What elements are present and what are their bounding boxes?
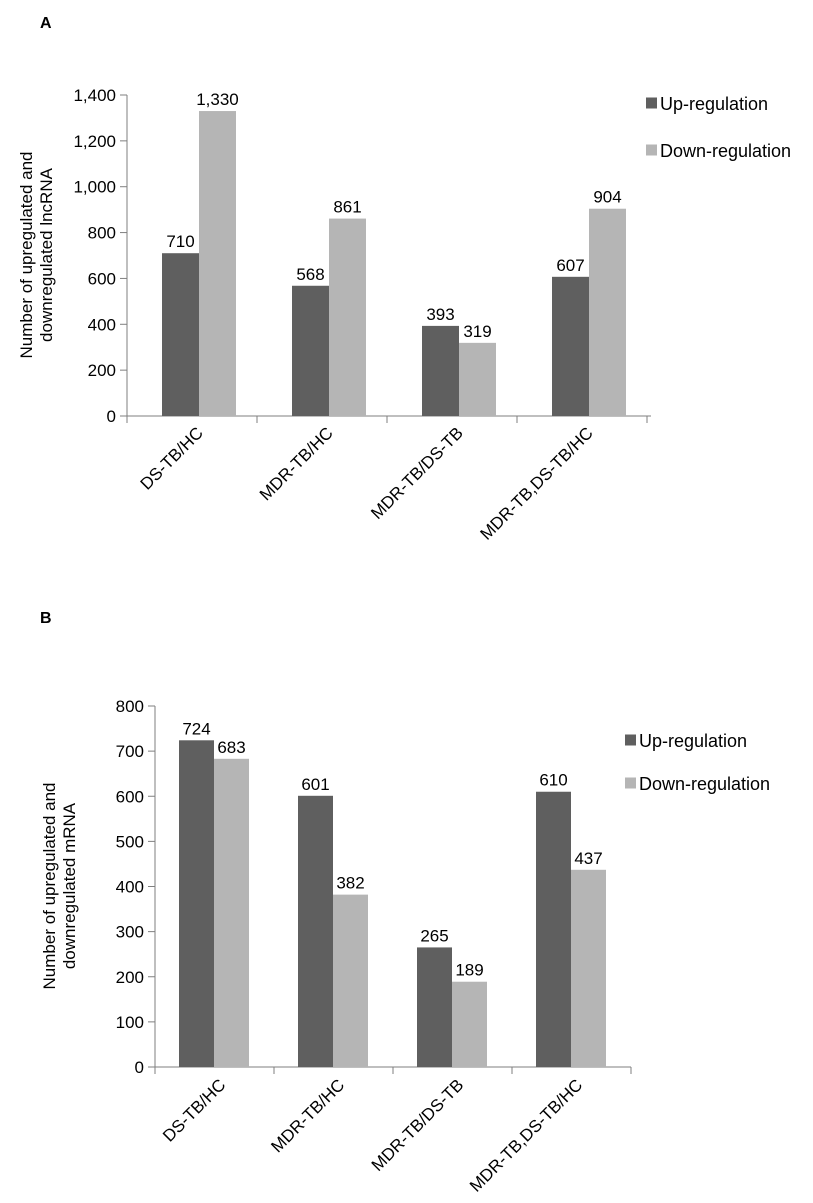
y-tick-label: 100: [116, 1013, 144, 1032]
y-tick-label: 400: [88, 315, 116, 334]
legend-swatch: [646, 144, 657, 156]
y-tick-label: 600: [116, 787, 144, 806]
legend-swatch: [625, 734, 636, 746]
data-label: 1,330: [196, 90, 239, 109]
y-tick-label: 200: [88, 361, 116, 380]
bar-up: [552, 276, 589, 416]
chart-panel-a: A 0 200 400 600 800 1,000 1,200 1,400 710 1,330 DS-…: [17, 15, 791, 544]
y-tick-label: 200: [116, 968, 144, 987]
y-tick-label: 300: [116, 923, 144, 942]
y-tick-label: 1,000: [73, 178, 116, 197]
bar-up: [422, 325, 459, 416]
y-tick-label: 800: [116, 697, 144, 716]
y-tick-label: 800: [88, 224, 116, 243]
y-tick-label: 0: [135, 1058, 144, 1077]
data-label: 607: [556, 256, 584, 275]
bar-up: [292, 285, 329, 416]
data-label: 568: [296, 265, 324, 284]
y-tick-label: 700: [116, 742, 144, 761]
legend-label: Up-regulation: [639, 731, 747, 751]
panel-label: B: [40, 610, 52, 627]
legend-swatch: [625, 777, 636, 789]
y-axis-title-line: Number of upregulated and: [17, 152, 36, 359]
bar-up: [536, 791, 571, 1067]
x-category-label: MDR-TB/HC: [256, 423, 337, 504]
data-label: 610: [539, 771, 567, 790]
data-label: 393: [426, 305, 454, 324]
x-category-label: DS-TB/HC: [159, 1075, 229, 1145]
panel-label: A: [40, 15, 52, 32]
bar-down: [452, 981, 487, 1067]
x-category-label: MDR-TB/HC: [267, 1075, 348, 1156]
bar-down: [459, 342, 496, 416]
data-label: 437: [574, 849, 602, 868]
y-tick-label: 600: [88, 269, 116, 288]
data-label: 710: [166, 232, 194, 251]
chart-panel-b: B 0 100 200 300 400 500 600 700 800 724 683 DS-TB/HC…: [40, 610, 770, 1196]
y-tick-label: 400: [116, 878, 144, 897]
data-label: 683: [217, 738, 245, 757]
bar-up: [162, 253, 199, 416]
bar-up: [179, 740, 214, 1067]
bar-up: [298, 795, 333, 1067]
data-label: 382: [336, 874, 364, 893]
legend-label: Up-regulation: [660, 94, 768, 114]
y-axis-title-line: downregulated mRNA: [60, 802, 79, 969]
bar-down: [589, 208, 626, 416]
legend-swatch: [646, 97, 657, 109]
y-axis-title: Number of upregulated anddownregulated l…: [17, 152, 56, 359]
y-tick-label: 500: [116, 832, 144, 851]
y-tick-label: 1,200: [73, 132, 116, 151]
bar-down: [214, 758, 249, 1067]
y-axis-title: Number of upregulated anddownregulated m…: [40, 783, 79, 990]
y-tick-label: 0: [107, 407, 116, 426]
y-axis-title-line: downregulated lncRNA: [37, 167, 56, 342]
x-category-label: MDR-TB/DS-TB: [367, 423, 467, 523]
bar-up: [417, 947, 452, 1067]
bar-down: [199, 111, 236, 417]
legend-label: Down-regulation: [639, 774, 770, 794]
y-axis-title-line: Number of upregulated and: [40, 783, 59, 990]
bar-down: [571, 869, 606, 1067]
y-tick-label: 1,400: [73, 86, 116, 105]
data-label: 265: [420, 926, 448, 945]
legend-label: Down-regulation: [660, 141, 791, 161]
data-label: 189: [455, 961, 483, 980]
x-category-label: DS-TB/HC: [137, 423, 207, 493]
x-category-label: MDR-TB,DS-TB/HC: [466, 1075, 586, 1195]
data-label: 861: [333, 198, 361, 217]
data-label: 724: [182, 719, 210, 738]
x-category-label: MDR-TB,DS-TB/HC: [477, 423, 597, 543]
data-label: 319: [463, 322, 491, 341]
data-label: 904: [593, 188, 621, 207]
bar-down: [329, 218, 366, 416]
x-category-label: MDR-TB/DS-TB: [368, 1075, 468, 1175]
data-label: 601: [301, 775, 329, 794]
bar-down: [333, 894, 368, 1067]
